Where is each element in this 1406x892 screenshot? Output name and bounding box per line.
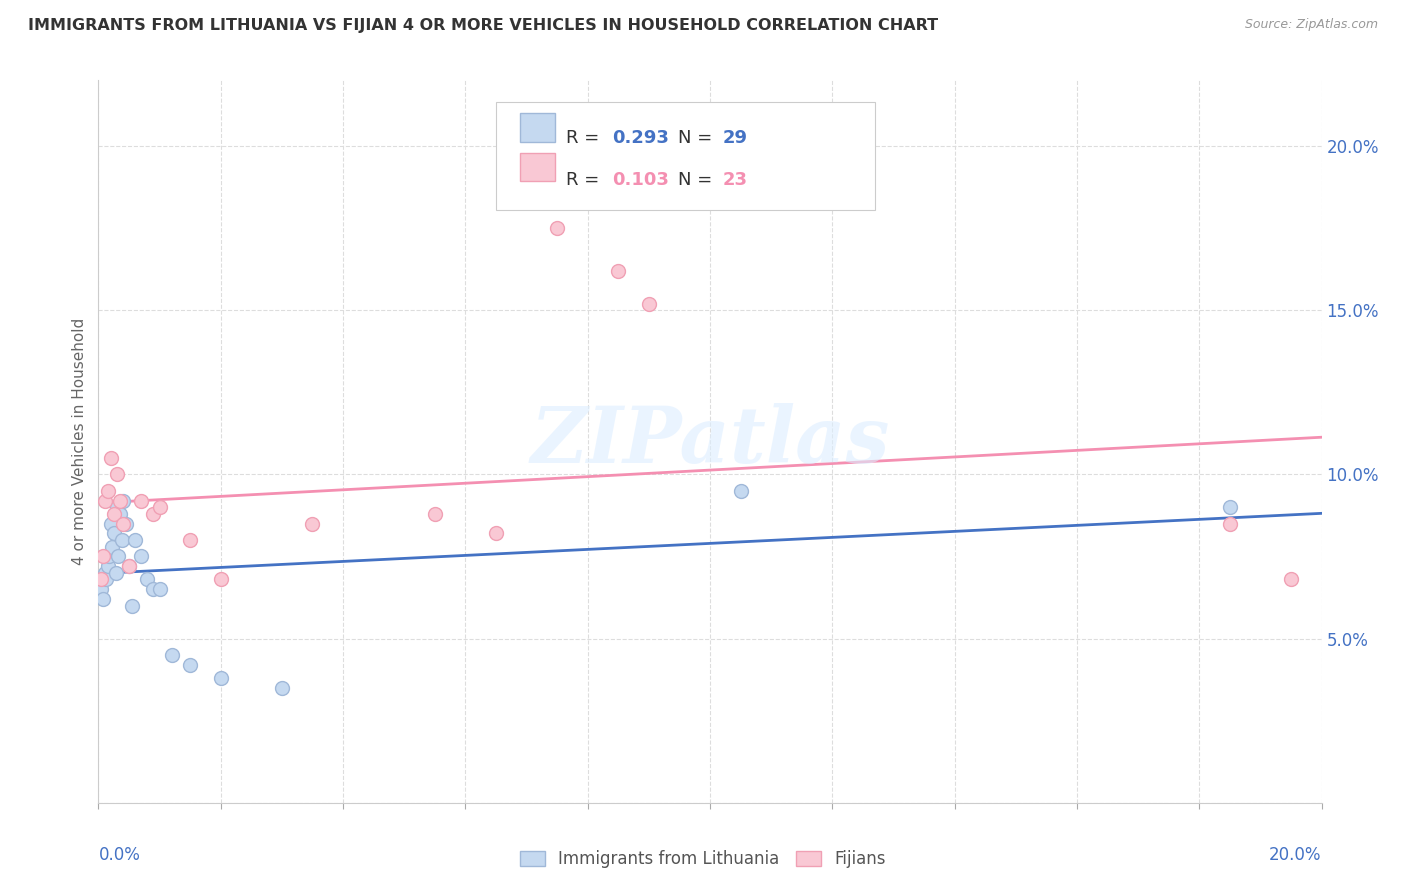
Text: 29: 29 bbox=[723, 129, 747, 147]
Point bbox=[107, 549, 129, 564]
Point bbox=[101, 540, 124, 554]
Point bbox=[485, 526, 508, 541]
Text: 0.293: 0.293 bbox=[612, 129, 669, 147]
Point bbox=[1279, 573, 1302, 587]
Point bbox=[149, 500, 172, 515]
Point bbox=[115, 516, 138, 531]
Point bbox=[209, 573, 232, 587]
Text: N =: N = bbox=[678, 129, 718, 147]
Point bbox=[160, 648, 183, 662]
Point bbox=[108, 493, 131, 508]
Point bbox=[104, 566, 127, 580]
Point bbox=[136, 573, 159, 587]
Point bbox=[118, 559, 141, 574]
Point bbox=[97, 559, 120, 574]
Point bbox=[111, 533, 134, 547]
Point bbox=[111, 516, 134, 531]
Point bbox=[90, 573, 112, 587]
Point bbox=[149, 582, 172, 597]
Point bbox=[1219, 516, 1241, 531]
Text: 20.0%: 20.0% bbox=[1270, 847, 1322, 864]
Text: ZIPatlas: ZIPatlas bbox=[530, 403, 890, 480]
FancyBboxPatch shape bbox=[496, 102, 875, 211]
Text: R =: R = bbox=[565, 129, 605, 147]
Text: R =: R = bbox=[565, 170, 605, 188]
Point bbox=[93, 493, 115, 508]
Point bbox=[129, 549, 152, 564]
Point bbox=[179, 657, 201, 672]
Point bbox=[100, 516, 122, 531]
Text: IMMIGRANTS FROM LITHUANIA VS FIJIAN 4 OR MORE VEHICLES IN HOUSEHOLD CORRELATION : IMMIGRANTS FROM LITHUANIA VS FIJIAN 4 OR… bbox=[28, 18, 938, 33]
Point bbox=[142, 507, 165, 521]
Point bbox=[124, 533, 146, 547]
Text: Source: ZipAtlas.com: Source: ZipAtlas.com bbox=[1244, 18, 1378, 31]
Point bbox=[1219, 500, 1241, 515]
Point bbox=[179, 533, 201, 547]
Point bbox=[121, 599, 143, 613]
Point bbox=[91, 592, 114, 607]
Point bbox=[142, 582, 165, 597]
Point bbox=[105, 467, 128, 482]
Text: N =: N = bbox=[678, 170, 718, 188]
Point bbox=[546, 221, 568, 235]
Point bbox=[91, 549, 114, 564]
Point bbox=[103, 507, 125, 521]
Text: 0.0%: 0.0% bbox=[98, 847, 141, 864]
Point bbox=[637, 296, 661, 310]
Point bbox=[93, 566, 115, 580]
Point bbox=[301, 516, 323, 531]
Point bbox=[209, 671, 232, 685]
Text: 0.103: 0.103 bbox=[612, 170, 669, 188]
Point bbox=[423, 507, 446, 521]
Point bbox=[270, 681, 294, 695]
Point bbox=[730, 483, 752, 498]
Legend: Immigrants from Lithuania, Fijians: Immigrants from Lithuania, Fijians bbox=[513, 844, 893, 875]
Point bbox=[100, 450, 122, 465]
Point bbox=[129, 493, 152, 508]
Point bbox=[98, 549, 121, 564]
Point bbox=[118, 559, 141, 574]
FancyBboxPatch shape bbox=[520, 112, 555, 142]
FancyBboxPatch shape bbox=[520, 153, 555, 181]
Point bbox=[103, 526, 125, 541]
Point bbox=[105, 500, 128, 515]
Point bbox=[94, 573, 117, 587]
Point bbox=[607, 264, 630, 278]
Y-axis label: 4 or more Vehicles in Household: 4 or more Vehicles in Household bbox=[72, 318, 87, 566]
Point bbox=[111, 493, 134, 508]
Text: 23: 23 bbox=[723, 170, 747, 188]
Point bbox=[90, 582, 112, 597]
Point bbox=[97, 483, 120, 498]
Point bbox=[108, 507, 131, 521]
